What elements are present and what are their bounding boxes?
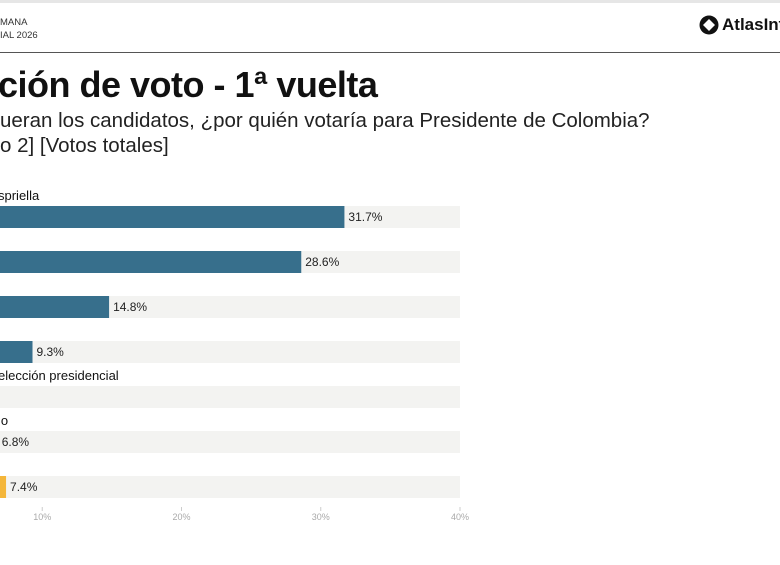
- value-label: 7.4%: [10, 480, 38, 494]
- bar: [0, 476, 7, 498]
- value-label: 6.8%: [2, 435, 30, 449]
- chart-title: ción de voto - 1ª vuelta: [0, 64, 378, 105]
- x-tick-label: 30%: [312, 512, 330, 522]
- bar-track: [0, 341, 460, 363]
- bar-track: [0, 431, 460, 453]
- value-label: 28.6%: [305, 255, 339, 269]
- header-line-2: IAL 2026: [0, 30, 38, 41]
- bar: [0, 296, 110, 318]
- logo-icon: [699, 15, 719, 35]
- value-label: 9.3%: [37, 345, 65, 359]
- bar: [0, 341, 33, 363]
- x-tick-label: 40%: [451, 512, 469, 522]
- subtitle-line-2: o 2] [Votos totales]: [0, 134, 169, 157]
- subtitle-line-1: ueran los candidatos, ¿por quién votaría…: [0, 109, 650, 132]
- bar-track: [0, 296, 460, 318]
- atlasintel-logo: AtlasInt: [699, 15, 780, 35]
- bar-track: [0, 476, 460, 498]
- logo-text: AtlasInt: [722, 15, 780, 34]
- value-label: 14.8%: [113, 300, 147, 314]
- header-line-1: MANA: [0, 17, 28, 28]
- bar: [0, 251, 302, 273]
- x-tick-label: 20%: [172, 512, 190, 522]
- bar-track: [0, 386, 460, 408]
- category-label: elección presidencial: [0, 368, 119, 383]
- bar: [0, 206, 345, 228]
- top-border: [0, 0, 780, 3]
- header-source: MANA IAL 2026: [0, 16, 38, 42]
- header-divider: [0, 52, 780, 53]
- chart-subtitle: ueran los candidatos, ¿por quién votaría…: [0, 108, 650, 158]
- x-tick-label: 10%: [33, 512, 51, 522]
- value-label: 31.7%: [348, 210, 382, 224]
- category-label: spriella: [0, 188, 40, 203]
- category-label: lo: [0, 413, 8, 428]
